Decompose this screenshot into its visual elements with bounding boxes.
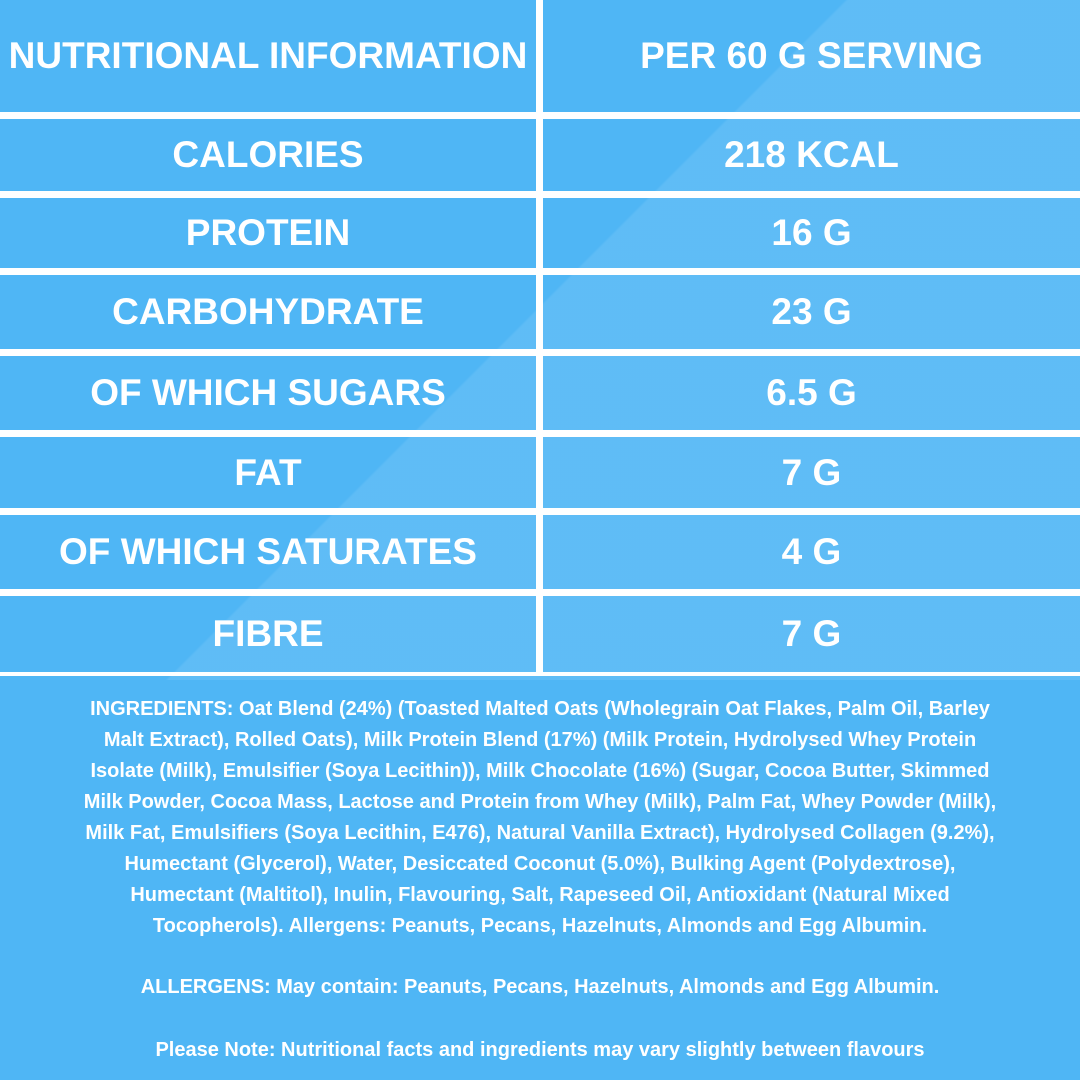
row-value-carbohydrate: 23 G: [771, 291, 852, 333]
ingredients-text: INGREDIENTS: Oat Blend (24%) (Toasted Ma…: [0, 694, 1080, 942]
header-value: PER 60 G SERVING: [640, 35, 983, 77]
row-value-fat: 7 G: [781, 451, 842, 493]
allergens-text: ALLERGENS: May contain: Peanuts, Pecans,…: [140, 976, 940, 998]
ingredients-line: Malt Extract), Rolled Oats), Milk Protei…: [103, 729, 977, 751]
row-value-sugars: 6.5 G: [766, 372, 857, 414]
row-value-protein: 16 G: [771, 212, 852, 254]
row-label-carbohydrate: CARBOHYDRATE: [112, 291, 424, 333]
ingredients-line: Humectant (Glycerol), Water, Desiccated …: [124, 853, 956, 875]
ingredients-line: Isolate (Milk), Emulsifier (Soya Lecithi…: [90, 760, 990, 782]
row-value-calories: 218 KCAL: [724, 134, 899, 176]
ingredients-line: INGREDIENTS: Oat Blend (24%) (Toasted Ma…: [90, 698, 990, 720]
ingredients-line: Milk Fat, Emulsifiers (Soya Lecithin, E4…: [85, 822, 995, 844]
ingredients-line: Tocopherols). Allergens: Peanuts, Pecans…: [152, 915, 928, 937]
row-value-saturates: 4 G: [781, 531, 842, 573]
row-label-saturates: OF WHICH SATURATES: [59, 531, 477, 573]
header-label: NUTRITIONAL INFORMATION: [8, 35, 528, 77]
column-divider: [536, 0, 543, 675]
row-label-fibre: FIBRE: [212, 613, 324, 655]
ingredients-line: Humectant (Maltitol), Inulin, Flavouring…: [130, 884, 950, 906]
row-label-fat: FAT: [234, 451, 302, 493]
ingredients-line: Milk Powder, Cocoa Mass, Lactose and Pro…: [83, 791, 997, 813]
row-value-fibre: 7 G: [781, 613, 842, 655]
flavour-note: Please Note: Nutritional facts and ingre…: [155, 1039, 925, 1061]
row-label-calories: CALORIES: [172, 134, 364, 176]
row-label-protein: PROTEIN: [185, 212, 351, 254]
row-label-sugars: OF WHICH SUGARS: [90, 372, 446, 414]
nutrition-table: NUTRITIONAL INFORMATION PER 60 G SERVING…: [0, 0, 1080, 676]
